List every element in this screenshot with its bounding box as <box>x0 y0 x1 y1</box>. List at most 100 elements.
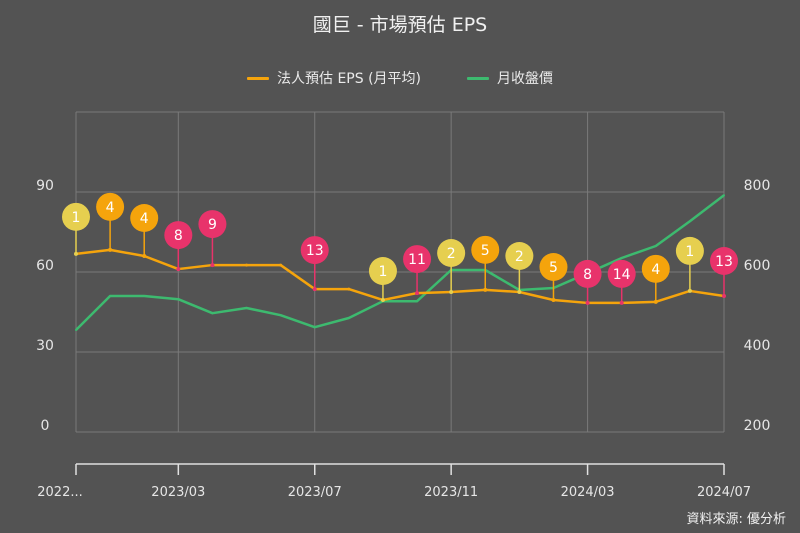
legend-swatch-price <box>467 76 489 80</box>
flag-bubble <box>198 210 227 239</box>
flag-bubble <box>471 235 500 264</box>
series-line-eps <box>75 248 725 305</box>
flag-marker[interactable]: 4 <box>96 192 125 252</box>
flag-marker[interactable]: 2 <box>437 239 466 294</box>
price-point <box>245 307 248 309</box>
legend-swatch-eps <box>247 76 269 80</box>
price-point <box>620 257 623 259</box>
legend-label-eps: 法人預估 EPS (月平均) <box>277 71 421 87</box>
flag-marker[interactable]: 14 <box>607 259 636 305</box>
legend-item-eps[interactable]: 法人預估 EPS (月平均) <box>247 68 421 88</box>
flag-label: 8 <box>174 228 183 244</box>
flag-marker[interactable]: 8 <box>164 221 193 272</box>
flag-marker[interactable]: 4 <box>641 254 670 304</box>
flag-marker[interactable]: 5 <box>539 253 568 302</box>
flag-marker[interactable]: 13 <box>710 247 738 298</box>
flag-marker[interactable]: 1 <box>62 202 90 256</box>
price-point <box>416 300 419 303</box>
flag-label: 4 <box>140 211 149 227</box>
flag-marker[interactable]: 13 <box>300 236 329 292</box>
flag-bubble <box>539 253 568 281</box>
eps-point <box>347 287 351 291</box>
flag-marker[interactable]: 2 <box>505 242 534 294</box>
flag-label: 2 <box>447 246 456 262</box>
flag-anchor <box>176 267 181 272</box>
flag-bubble <box>710 247 738 275</box>
flag-anchor <box>517 290 522 294</box>
y-left-tick-label: 90 <box>36 178 54 194</box>
x-tick-label: 2023/11 <box>424 485 478 500</box>
y-left-tick-label: 30 <box>36 338 54 354</box>
legend-item-price[interactable]: 月收盤價 <box>467 68 553 88</box>
source-note: 資料來源: 優分析 <box>686 512 786 527</box>
x-axis: 2022... 2023/03 2023/07 2023/11 2024/03 2024/… <box>37 463 751 500</box>
flag-label: 4 <box>106 200 115 216</box>
flag-bubble <box>403 245 432 274</box>
y-right-tick-label: 600 <box>744 258 771 274</box>
flag-bubble <box>164 221 193 250</box>
price-point <box>109 295 112 297</box>
flag-anchor <box>483 287 488 292</box>
eps-point <box>279 263 283 267</box>
flag-bubble <box>573 259 602 288</box>
flag-bubble <box>130 204 159 232</box>
y-right-tick-label: 200 <box>744 418 771 434</box>
y-left-tick-label: 60 <box>36 258 54 274</box>
flag-label: 13 <box>306 243 324 259</box>
flag-anchor <box>74 251 78 256</box>
flag-anchor <box>210 263 215 268</box>
price-point <box>313 326 316 329</box>
flag-bubble <box>300 236 329 265</box>
flag-anchor <box>415 291 420 296</box>
flag-bubble <box>607 259 636 288</box>
x-tick-label: 2023/07 <box>288 485 342 500</box>
price-point <box>723 194 725 197</box>
flag-label: 5 <box>481 243 490 259</box>
flag-bubble <box>62 202 90 231</box>
flag-bubble <box>641 254 670 283</box>
legend-label-price: 月收盤價 <box>497 71 553 87</box>
series-line-price <box>75 194 725 331</box>
x-tick-label: 2024/03 <box>561 485 615 500</box>
flag-label: 1 <box>685 244 694 260</box>
price-point <box>347 317 350 319</box>
flag-anchor <box>722 294 726 298</box>
flag-bubble <box>368 257 397 285</box>
y-axis-left: 0 30 60 90 <box>36 178 54 434</box>
price-point <box>177 298 180 301</box>
flag-anchor <box>585 300 590 305</box>
flag-marker[interactable]: 4 <box>130 204 159 258</box>
price-point <box>279 314 282 317</box>
flag-marker[interactable]: 11 <box>403 245 432 296</box>
grid <box>75 111 725 433</box>
flag-label: 11 <box>408 252 426 268</box>
x-tick-label: 2023/03 <box>151 485 205 500</box>
price-point <box>211 312 214 315</box>
y-right-tick-label: 400 <box>744 338 771 354</box>
flag-label: 8 <box>583 267 592 283</box>
price-point <box>143 295 146 297</box>
flag-anchor <box>653 299 658 304</box>
flag-anchor <box>312 287 317 292</box>
price-point <box>654 245 657 247</box>
flag-marker[interactable]: 5 <box>471 235 500 292</box>
eps-point <box>245 263 249 267</box>
flag-marker[interactable]: 1 <box>368 257 397 302</box>
flag-label: 14 <box>613 267 631 283</box>
y-axis-right: 200 400 600 800 <box>744 178 771 434</box>
flag-bubble <box>505 242 534 270</box>
flag-anchor <box>380 298 385 302</box>
flag-bubble <box>96 192 125 221</box>
flag-label: 13 <box>715 254 733 270</box>
flag-bubble <box>437 239 466 267</box>
flag-marker[interactable]: 9 <box>198 210 227 268</box>
flag-anchor <box>108 247 113 252</box>
flag-anchor <box>449 290 454 294</box>
x-tick-label: 2022... <box>37 485 82 500</box>
y-left-tick-label: 0 <box>41 418 50 434</box>
flag-marker[interactable]: 1 <box>675 236 704 293</box>
flag-label: 1 <box>72 210 81 226</box>
flag-marker[interactable]: 8 <box>573 259 602 305</box>
